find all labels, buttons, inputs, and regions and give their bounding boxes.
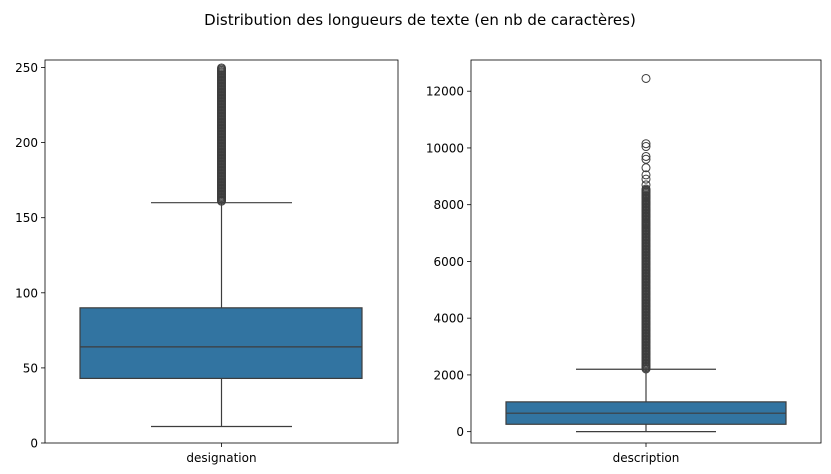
outlier-point	[641, 142, 651, 152]
designation-subplot: 0 50 100 150 200 250 designation	[15, 59, 399, 465]
outlier-point	[641, 73, 651, 83]
outlier-point	[641, 151, 651, 161]
outlier-point	[217, 63, 226, 73]
outlier-point	[641, 139, 651, 149]
outlier-point	[641, 198, 651, 208]
outlier-point	[641, 163, 651, 173]
y-tick-label: 250	[15, 61, 38, 75]
outlier-point	[641, 180, 651, 190]
outlier-point	[641, 170, 651, 180]
y-tick-label: 50	[23, 361, 38, 375]
x-tick-label: designation	[186, 451, 256, 465]
iqr-box	[79, 307, 363, 380]
y-tick-label: 0	[30, 437, 38, 451]
outlier-point	[641, 186, 651, 196]
outlier-point	[641, 174, 651, 184]
y-tick-label: 0	[456, 425, 464, 439]
outlier-point	[641, 211, 651, 221]
y-tick-label: 12000	[426, 85, 464, 99]
y-tick-label: 100	[15, 286, 38, 300]
y-tick-label: 6000	[433, 255, 464, 269]
y-tick-label: 10000	[426, 141, 464, 155]
y-tick-label: 2000	[433, 368, 464, 382]
x-tick-label: description	[613, 451, 680, 465]
y-tick-label: 8000	[433, 198, 464, 212]
outlier-point	[641, 154, 651, 164]
y-tick-label: 4000	[433, 312, 464, 326]
outlier-point	[641, 225, 651, 235]
y-tick-label: 150	[15, 211, 38, 225]
outlier-point	[641, 220, 651, 230]
y-tick-label: 200	[15, 136, 38, 150]
outlier-point	[641, 191, 651, 201]
outlier-point	[641, 205, 651, 215]
description-subplot: 0 2000 4000 6000 8000 10000 12000 description	[426, 59, 822, 465]
chart-title: Distribution des longueurs de texte (en …	[204, 11, 636, 29]
